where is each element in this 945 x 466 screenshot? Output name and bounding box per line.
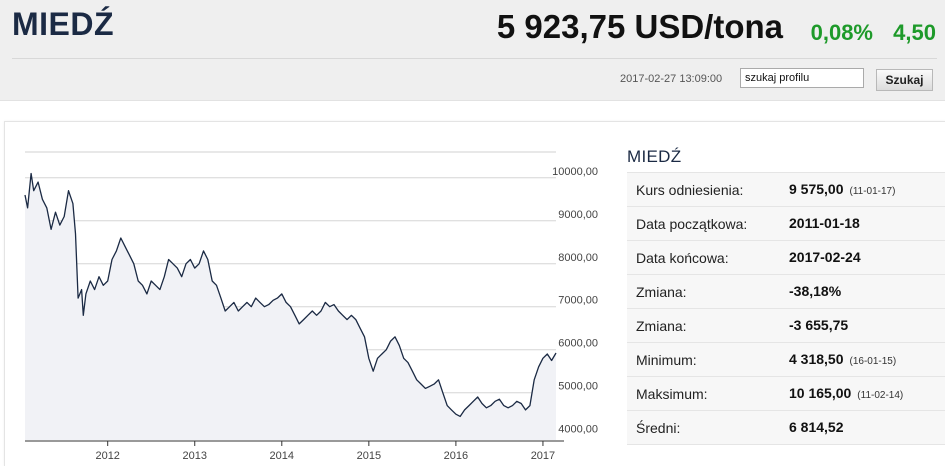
info-row: Minimum: 4 318,50 (16-01-15)	[627, 343, 945, 377]
instrument-title: MIEDŹ	[12, 6, 115, 42]
info-row-value: 4 318,50 (16-01-15)	[789, 351, 896, 367]
search-button[interactable]: Szukaj	[876, 69, 933, 91]
info-row-value: 2017-02-24	[789, 249, 861, 265]
y-tick-label: 8000,00	[558, 252, 598, 264]
y-tick-label: 5000,00	[558, 381, 598, 393]
x-tick-label: 2017	[531, 450, 555, 462]
info-row-value-text: 10 165,00	[789, 385, 852, 401]
info-row-value-text: 2011-01-18	[789, 215, 860, 231]
y-tick-label: 4000,00	[558, 424, 598, 436]
price-line	[24, 172, 557, 418]
info-row-value: -38,18%	[789, 283, 841, 299]
y-tick-label: 7000,00	[558, 295, 598, 307]
info-row-value-text: -38,18%	[789, 283, 842, 299]
info-row-value-text: 6 814,52	[789, 419, 844, 435]
info-row-value-text: 9 575,00	[789, 181, 844, 197]
info-row: Maksimum: 10 165,00 (11-02-14)	[627, 377, 945, 411]
info-row-label: Kurs odniesienia:	[636, 182, 744, 198]
info-row-label: Średni:	[636, 420, 681, 436]
info-row-value: -3 655,75	[789, 317, 848, 333]
info-row: Data końcowa: 2017-02-24	[627, 241, 945, 275]
quote-header: MIEDŹ 5 923,75 USD/tona 0,08% 4,50 2017-…	[0, 0, 945, 101]
change-percent: 0,08%	[810, 20, 873, 45]
info-row-divider	[627, 342, 945, 343]
info-row-value: 10 165,00 (11-02-14)	[789, 385, 903, 401]
price-chart: 2012 2013 2014 2015 2016 2017 4000,00 5000,00 60…	[16, 140, 608, 465]
x-tick-label: 2014	[270, 450, 294, 462]
info-row-value-text: -3 655,75	[789, 317, 849, 333]
quote-timestamp: 2017-02-27 13:09:00	[620, 73, 723, 85]
info-row-label: Zmiana:	[636, 284, 687, 300]
info-row-label: Maksimum:	[636, 386, 708, 402]
info-row-label: Data końcowa:	[636, 250, 729, 266]
x-tick-label: 2015	[357, 450, 381, 462]
info-row-divider	[627, 444, 945, 445]
x-tick-label: 2012	[95, 450, 119, 462]
info-row-value: 6 814,52	[789, 419, 844, 435]
info-row-value: 9 575,00 (11-01-17)	[789, 181, 895, 197]
y-tick-label: 6000,00	[558, 338, 598, 350]
info-row-date: (11-02-14)	[857, 390, 904, 401]
info-row: Zmiana: -38,18%	[627, 275, 945, 309]
header-divider	[12, 58, 937, 59]
info-row: Kurs odniesienia: 9 575,00 (11-01-17)	[627, 173, 945, 207]
info-row: Średni: 6 814,52	[627, 411, 945, 445]
info-row-label: Minimum:	[636, 352, 697, 368]
info-row-value-text: 4 318,50	[789, 351, 844, 367]
info-title: MIEDŹ	[627, 147, 682, 166]
x-tick-label: 2016	[444, 450, 468, 462]
change-absolute: 4,50	[893, 20, 936, 45]
info-row-label: Data początkowa:	[636, 216, 748, 232]
info-row-value: 2011-01-18	[789, 215, 860, 231]
info-row-divider	[627, 172, 945, 173]
profile-search-input[interactable]	[740, 68, 864, 88]
info-row-divider	[627, 240, 945, 241]
info-row-date: (16-01-15)	[849, 356, 897, 367]
info-row-date: (11-01-17)	[849, 186, 896, 197]
info-row-divider	[627, 410, 945, 411]
info-row-value-text: 2017-02-24	[789, 249, 861, 265]
info-row-divider	[627, 206, 945, 207]
info-row-divider	[627, 274, 945, 275]
info-row: Data początkowa: 2011-01-18	[627, 207, 945, 241]
x-tick-label: 2013	[183, 450, 207, 462]
info-row-label: Zmiana:	[636, 318, 687, 334]
info-row-divider	[627, 308, 945, 309]
y-tick-label: 10000,00	[552, 166, 598, 178]
info-row: Zmiana: -3 655,75	[627, 309, 945, 343]
current-price: 5 923,75 USD/tona	[496, 8, 783, 45]
info-row-divider	[627, 376, 945, 377]
y-tick-label: 9000,00	[558, 209, 598, 221]
